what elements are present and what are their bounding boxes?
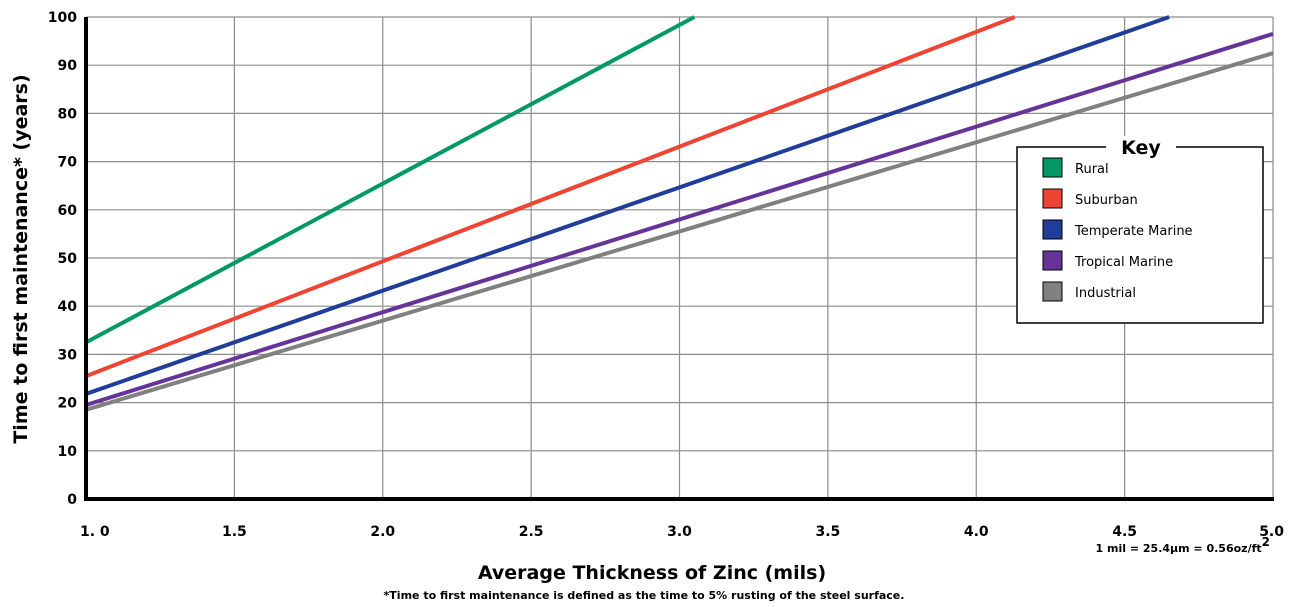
series-line-temperate-marine xyxy=(85,15,1170,396)
legend-title-bg xyxy=(1106,136,1176,158)
unit-conversion-text: 1 mil = 25.4µm = 0.56oz/ft xyxy=(1096,542,1262,555)
unit-conversion-note: 1 mil = 25.4µm = 0.56oz/ft2 xyxy=(1096,535,1270,555)
y-tick-label: 20 xyxy=(58,396,78,412)
y-tick-labels: 0 10 20 30 40 50 60 70 80 90 100 xyxy=(48,10,77,508)
x-tick-label: 2.0 xyxy=(370,524,395,540)
y-tick-label: 80 xyxy=(58,106,78,122)
y-tick-label: 90 xyxy=(58,58,78,74)
footnote: *Time to first maintenance is defined as… xyxy=(384,589,905,602)
unit-conversion-superscript: 2 xyxy=(1262,535,1270,549)
y-tick-label: 30 xyxy=(58,347,78,363)
legend-label-temperate-marine: Temperate Marine xyxy=(1074,224,1193,239)
y-tick-label: 10 xyxy=(58,444,78,460)
x-tick-label: 5.0 xyxy=(1259,524,1284,540)
y-tick-label: 50 xyxy=(58,251,78,267)
x-tick-labels: 1. 0 1.5 2.0 2.5 3.0 3.5 4.0 4.5 5.0 xyxy=(80,524,1284,540)
y-tick-label: 0 xyxy=(67,492,77,508)
series-line-tropical-marine xyxy=(85,31,1274,407)
legend-swatch-industrial xyxy=(1042,281,1063,302)
x-tick-label: 3.0 xyxy=(667,524,692,540)
legend-items: Rural Suburban Temperate Marine Tropical Ma… xyxy=(1042,157,1193,302)
y-tick-label: 60 xyxy=(58,203,78,219)
legend-swatch-rural xyxy=(1042,157,1063,178)
x-tick-label: 2.5 xyxy=(519,524,544,540)
y-tick-label: 40 xyxy=(58,299,78,315)
legend-swatch-temperate-marine xyxy=(1042,219,1063,240)
legend: Key Rural Suburban Temperate Marine Tropica… xyxy=(1016,136,1264,324)
x-tick-label: 4.0 xyxy=(964,524,989,540)
legend-title: Key xyxy=(1121,137,1161,159)
x-tick-label: 1. 0 xyxy=(80,524,110,540)
legend-label-rural: Rural xyxy=(1075,162,1109,177)
y-tick-label: 70 xyxy=(58,155,78,171)
y-axis-title: Time to first maintenance* (years) xyxy=(10,74,32,443)
legend-swatch-suburban xyxy=(1042,188,1063,209)
x-tick-label: 4.5 xyxy=(1112,524,1137,540)
x-tick-label: 3.5 xyxy=(815,524,840,540)
axes xyxy=(84,17,1274,501)
x-tick-label: 1.5 xyxy=(222,524,247,540)
legend-label-suburban: Suburban xyxy=(1075,193,1138,208)
series-line-rural xyxy=(85,15,696,345)
y-tick-label: 100 xyxy=(48,10,77,26)
legend-label-industrial: Industrial xyxy=(1075,286,1136,301)
series-line-suburban xyxy=(85,15,1016,378)
legend-swatch-tropical-marine xyxy=(1042,250,1063,271)
series-line-industrial xyxy=(85,51,1274,412)
series-lines xyxy=(85,15,1274,412)
legend-label-tropical-marine: Tropical Marine xyxy=(1074,255,1173,270)
x-axis-title: Average Thickness of Zinc (mils) xyxy=(478,562,826,584)
